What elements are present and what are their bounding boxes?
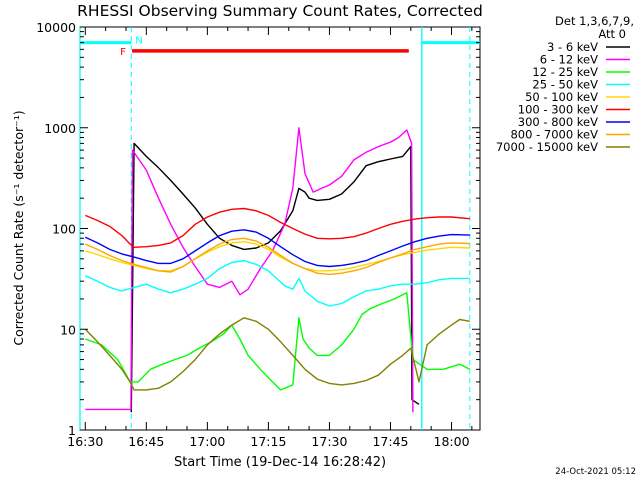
legend-label-7: 800 - 7000 keV: [510, 128, 598, 142]
night-flare-layer: NF: [79, 27, 480, 430]
x-tick-label-5: 17:45: [372, 434, 408, 449]
chart-title: RHESSI Observing Summary Count Rates, Co…: [77, 2, 483, 20]
series-line-3-6-kev: [130, 142, 420, 413]
y-tick-label-1: 10: [60, 322, 76, 337]
x-axis-label: Start Time (19-Dec-14 16:28:42): [174, 455, 386, 470]
legend-label-4: 50 - 100 keV: [525, 90, 598, 104]
y-axis: 1 10 100 1000 10000: [36, 20, 480, 438]
series-line-100-300-kev: [85, 207, 470, 249]
legend-label-6: 300 - 800 keV: [518, 115, 598, 129]
legend-label-0: 3 - 6 keV: [547, 40, 598, 54]
series-line-25-50-kev: [85, 259, 470, 307]
series-line-300-800-kev: [85, 229, 470, 268]
y-tick-label-3: 1000: [44, 121, 76, 136]
x-tick-label-3: 17:15: [250, 434, 286, 449]
series-layer: [84, 127, 471, 413]
legend-label-2: 12 - 25 keV: [532, 65, 598, 79]
series-line-12-25-kev: [85, 292, 471, 391]
flare-label: F: [120, 47, 126, 58]
x-tick-label-1: 16:45: [128, 434, 164, 449]
x-tick-label-6: 18:00: [434, 434, 470, 449]
y-tick-label-4: 10000: [36, 20, 76, 35]
y-tick-label-0: 1: [68, 423, 76, 438]
footer-timestamp: 24-Oct-2021 05:12: [555, 467, 636, 477]
plot-area: NF 16:30 16:45 17:00 17:15 17:30 17:45 18:00 1…: [36, 20, 481, 449]
legend-label-1: 6 - 12 keV: [540, 53, 598, 67]
y-axis-label: Corrected Count Rate (s⁻¹ detector⁻¹): [11, 110, 26, 345]
x-tick-label-0: 16:30: [67, 434, 103, 449]
x-tick-label-4: 17:30: [311, 434, 347, 449]
night-label: N: [135, 36, 142, 47]
x-tick-label-2: 17:00: [189, 434, 225, 449]
x-axis: 16:30 16:45 17:00 17:15 17:30 17:45 18:00: [67, 27, 473, 449]
series-line-800-7000-kev: [85, 237, 470, 276]
series-line-7000-15000-kev: [84, 317, 470, 391]
legend-label-3: 25 - 50 keV: [532, 78, 598, 92]
legend-header-line-2: Att 0: [598, 27, 626, 41]
legend-header-line-1: Det 1,3,6,7,9,: [555, 14, 634, 28]
legend-label-5: 100 - 300 keV: [518, 103, 598, 117]
y-tick-label-2: 100: [52, 222, 76, 237]
legend-label-8: 7000 - 15000 keV: [496, 140, 598, 154]
